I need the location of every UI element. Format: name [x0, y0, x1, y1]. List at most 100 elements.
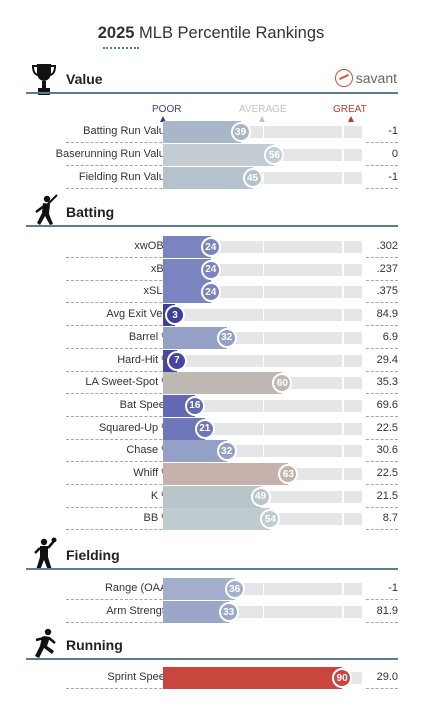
- metric-value: 0: [391, 148, 398, 160]
- section-divider: [26, 658, 398, 660]
- row-divider: [366, 622, 398, 623]
- section-divider: [26, 225, 398, 227]
- track-marker-line: [342, 513, 344, 526]
- section-value: Value savant: [26, 63, 398, 95]
- track-marker-line: [262, 606, 264, 618]
- percentile-bar: [163, 601, 229, 623]
- percentile-bar: [163, 236, 211, 258]
- track-marker-line: [342, 149, 344, 161]
- metric-label: Barrel %: [128, 330, 171, 343]
- track-marker-line: [342, 583, 344, 595]
- metric-row-whiff[interactable]: Whiff % 63 22.5: [26, 463, 398, 485]
- metric-label: Fielding Run Value: [78, 171, 171, 183]
- metric-row-la-sweet-spot[interactable]: LA Sweet-Spot % 60 35.3: [26, 372, 398, 395]
- row-divider: [366, 415, 398, 417]
- percentile-bubble[interactable]: 45: [242, 168, 263, 188]
- metric-label: Range (OAA): [104, 582, 171, 594]
- percentile-bubble[interactable]: 32: [216, 327, 237, 348]
- metric-row-arm-strength[interactable]: Arm Strength 33 81.9: [26, 601, 398, 623]
- metric-row-xslg[interactable]: xSLG 24.375: [26, 281, 398, 304]
- average-marker-icon: [259, 116, 265, 122]
- section-title-running: Running: [66, 637, 123, 653]
- percentile-bubble[interactable]: 36: [224, 579, 245, 599]
- percentile-bubble[interactable]: 49: [250, 486, 271, 507]
- metric-row-fielding-run-value[interactable]: Fielding Run Value 45 -1: [26, 167, 398, 189]
- fielder-icon: [34, 537, 57, 570]
- metric-row-sprint-speed[interactable]: Sprint Speed 90 29.0: [26, 667, 398, 689]
- percentile-bubble[interactable]: 32: [216, 441, 237, 462]
- metric-row-barrel[interactable]: Barrel % 32 6.9: [26, 326, 398, 349]
- track-marker-line: [342, 172, 344, 184]
- row-divider: [66, 599, 172, 600]
- percentile-bubble[interactable]: 39: [230, 122, 251, 142]
- metric-row-hard-hit[interactable]: Hard-Hit % 7 29.4: [26, 349, 398, 372]
- metric-label: Hard-Hit %: [117, 353, 171, 366]
- metric-value: .237: [376, 262, 398, 275]
- percentile-track: [163, 354, 362, 367]
- metric-value: 29.0: [376, 671, 398, 683]
- metric-row-baserunning-run-value[interactable]: Baserunning Run Value 56 0: [26, 144, 398, 166]
- metric-value: .302: [376, 240, 398, 252]
- row-divider: [366, 165, 398, 166]
- track-marker-line: [342, 490, 344, 503]
- savant-brand-label: savant: [355, 70, 397, 86]
- percentile-bubble[interactable]: 7: [166, 350, 187, 371]
- percentile-bubble[interactable]: 16: [184, 395, 205, 416]
- runner-icon: [35, 628, 56, 658]
- row-divider: [66, 461, 172, 463]
- section-title-batting: Batting: [66, 204, 115, 220]
- percentile-bubble[interactable]: 33: [218, 602, 239, 622]
- metric-label: Baserunning Run Value: [55, 148, 171, 160]
- metric-value: 35.3: [376, 376, 398, 389]
- savant-brand[interactable]: savant: [334, 69, 397, 87]
- percentile-bubble[interactable]: 3: [165, 305, 185, 326]
- metric-row-range-oaa[interactable]: Range (OAA) 36 -1: [26, 578, 398, 600]
- metric-row-k[interactable]: K % 49 21.5: [26, 485, 398, 508]
- percentile-bar: [163, 281, 211, 304]
- metric-row-batting-run-value[interactable]: Batting Run Value 39 -1: [26, 121, 398, 143]
- percentile-bubble[interactable]: 24: [200, 259, 221, 280]
- metric-row-bb[interactable]: BB % 54 8.7: [26, 508, 398, 531]
- poor-marker-icon: [160, 116, 166, 122]
- percentile-track: [163, 309, 362, 322]
- row-divider: [366, 484, 398, 485]
- row-divider: [366, 688, 398, 689]
- track-marker-line: [342, 422, 344, 435]
- row-divider: [366, 461, 398, 463]
- metric-label: Avg Exit Velo: [106, 308, 171, 321]
- percentile-bubble[interactable]: 60: [272, 373, 293, 394]
- metric-value: 69.6: [376, 398, 398, 411]
- section-divider: [26, 568, 398, 570]
- percentile-bubble[interactable]: 56: [264, 145, 285, 165]
- legend-average: AVERAGE: [239, 104, 287, 115]
- track-marker-line: [342, 331, 344, 344]
- row-divider: [366, 302, 398, 304]
- track-marker-line: [342, 241, 344, 253]
- track-marker-line: [342, 263, 344, 276]
- trophy-icon: [31, 64, 57, 95]
- percentile-bubble[interactable]: 24: [200, 237, 221, 257]
- metric-row-avg-exit-velo[interactable]: Avg Exit Velo 3 84.9: [26, 304, 398, 327]
- row-divider: [66, 622, 172, 623]
- metric-value: 84.9: [376, 308, 398, 321]
- metric-row-xwoba[interactable]: xwOBA 24 .302: [26, 236, 398, 258]
- metric-row-xba[interactable]: xBA 24.237: [26, 258, 398, 281]
- percentile-bubble[interactable]: 21: [194, 418, 215, 439]
- percentile-bubble[interactable]: 90: [332, 668, 353, 688]
- metric-row-bat-speed[interactable]: Bat Speed 16 69.6: [26, 394, 398, 417]
- metric-value: 22.5: [376, 421, 398, 434]
- track-marker-line: [262, 583, 264, 595]
- percentile-scale-legend: POOR AVERAGE GREAT: [152, 104, 367, 122]
- track-marker-line: [262, 126, 264, 138]
- percentile-bubble[interactable]: 63: [278, 464, 299, 484]
- percentile-bubble[interactable]: 54: [260, 509, 281, 530]
- metric-row-chase[interactable]: Chase % 32 30.6: [26, 440, 398, 463]
- percentile-bubble[interactable]: 24: [200, 282, 221, 303]
- metric-label: xwOBA: [134, 240, 171, 252]
- track-marker-line: [342, 354, 344, 367]
- row-divider: [366, 599, 398, 600]
- metric-row-squared-up[interactable]: Squared-Up % 21 22.5: [26, 417, 398, 440]
- metric-value: -1: [388, 582, 398, 594]
- row-divider: [66, 506, 172, 508]
- metric-label: Whiff %: [133, 467, 171, 479]
